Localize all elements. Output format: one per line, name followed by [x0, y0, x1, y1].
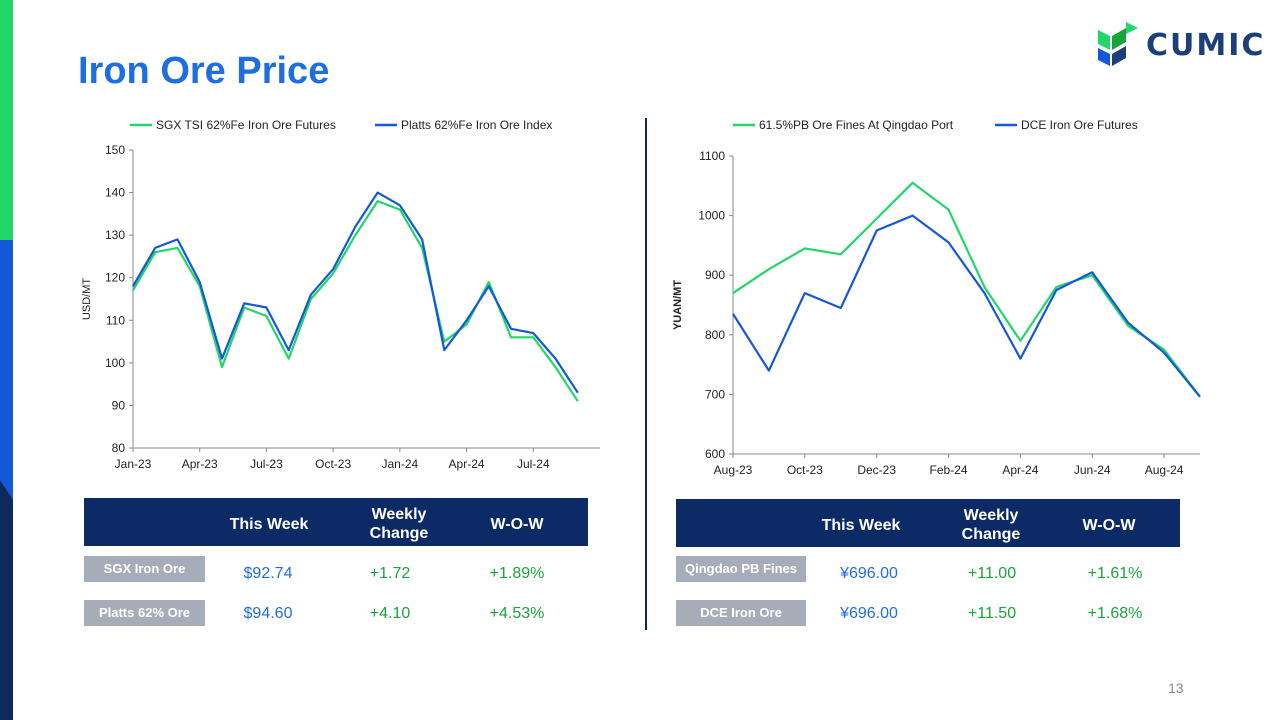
table-right: This Week Weekly Change W-O-W Qingdao PB…: [676, 499, 1181, 634]
y-tick-label: 90: [112, 398, 126, 412]
y-axis-label: USD/MT: [81, 278, 93, 320]
cell-change: +11.50: [967, 605, 1017, 622]
cell-change: +11.00: [967, 565, 1017, 582]
y-axis-label: YUAN/MT: [672, 280, 684, 330]
table-header: [676, 499, 1180, 547]
x-tick-label: Aug-24: [1145, 463, 1184, 477]
series-line: [132, 199, 579, 402]
header-this-week: This Week: [229, 516, 309, 533]
x-tick-label: Apr-24: [1002, 463, 1038, 477]
x-tick-label: Apr-24: [449, 457, 485, 471]
header-wow: W-O-W: [1082, 517, 1136, 534]
row-label-sgx: SGX Iron Ore: [84, 556, 205, 582]
y-tick-label: 120: [105, 271, 125, 285]
x-tick-label: Aug-23: [714, 463, 753, 477]
x-tick-label: Oct-23: [787, 463, 823, 477]
row-label-dce: DCE Iron Ore: [676, 600, 806, 626]
x-tick-label: Jul-23: [250, 457, 283, 471]
x-tick-label: Jul-24: [517, 457, 550, 471]
x-tick-label: Jun-24: [1074, 463, 1111, 477]
y-tick-label: 140: [105, 186, 125, 200]
header-wow: W-O-W: [490, 516, 544, 533]
chart-left: 80 90 100 110 120 130 140 150 Jan-23 Apr-23 Jul-23…: [81, 118, 600, 471]
series-line: [732, 214, 1201, 398]
page-title: Iron Ore Price: [78, 50, 330, 92]
y-tick-label: 1100: [699, 149, 725, 163]
table-left: This Week Weekly Change W-O-W SGX Iron O…: [84, 498, 589, 633]
cell-wow: +1.61%: [1087, 565, 1143, 582]
x-tick-label: Oct-23: [315, 457, 351, 471]
x-tick-label: Jan-24: [382, 457, 419, 471]
header-weekly-change: Weekly Change: [369, 506, 429, 542]
y-tick-label: 130: [105, 228, 125, 242]
row-label-platts: Platts 62% Ore: [84, 600, 205, 626]
y-tick-label: 700: [705, 387, 725, 401]
series-line: [732, 181, 1201, 398]
row-label-qingdao: Qingdao PB Fines: [676, 556, 806, 582]
cell-change: +4.10: [369, 605, 411, 622]
page-number: 13: [1168, 680, 1184, 696]
y-tick-label: 150: [105, 143, 125, 157]
cell-wow: +1.68%: [1087, 605, 1143, 622]
series-line: [132, 191, 579, 394]
legend-label: 61.5%PB Ore Fines At Qingdao Port: [759, 118, 954, 132]
logo-mark-icon: [1098, 22, 1138, 66]
x-tick-label: Jan-23: [115, 457, 152, 471]
y-tick-label: 100: [105, 356, 125, 370]
cumic-logo: CUMIC: [1096, 20, 1263, 70]
y-tick-label: 1000: [698, 209, 725, 223]
legend-label: SGX TSI 62%Fe Iron Ore Futures: [156, 118, 336, 132]
y-tick-label: 600: [705, 447, 725, 461]
logo-text: CUMIC: [1146, 28, 1266, 63]
y-tick-label: 900: [705, 268, 725, 282]
cell-change: +1.72: [369, 565, 411, 582]
legend-label: DCE Iron Ore Futures: [1021, 118, 1138, 132]
cell-wow: +1.89%: [489, 565, 545, 582]
y-tick-label: 110: [106, 313, 125, 327]
y-tick-label: 800: [705, 328, 725, 342]
header-weekly-change: Weekly Change: [961, 507, 1021, 543]
header-this-week: This Week: [821, 517, 901, 534]
chart-right: 600 700 800 900 1000 1100 Aug-23 Oct-23 Dec-23 Fe…: [672, 118, 1201, 477]
legend-label: Platts 62%Fe Iron Ore Index: [401, 118, 552, 132]
y-tick-label: 80: [112, 441, 126, 455]
x-tick-label: Feb-24: [930, 463, 968, 477]
cell-this-week: ¥696.00: [840, 565, 898, 582]
x-tick-label: Apr-23: [182, 457, 218, 471]
side-accent-bar: [0, 0, 13, 720]
center-divider: [645, 118, 647, 630]
cell-this-week: $92.74: [243, 565, 293, 582]
cell-wow: +4.53%: [489, 605, 545, 622]
x-tick-label: Dec-23: [857, 463, 896, 477]
cell-this-week: ¥696.00: [840, 605, 898, 622]
table-header: [84, 498, 588, 546]
cell-this-week: $94.60: [243, 605, 293, 622]
